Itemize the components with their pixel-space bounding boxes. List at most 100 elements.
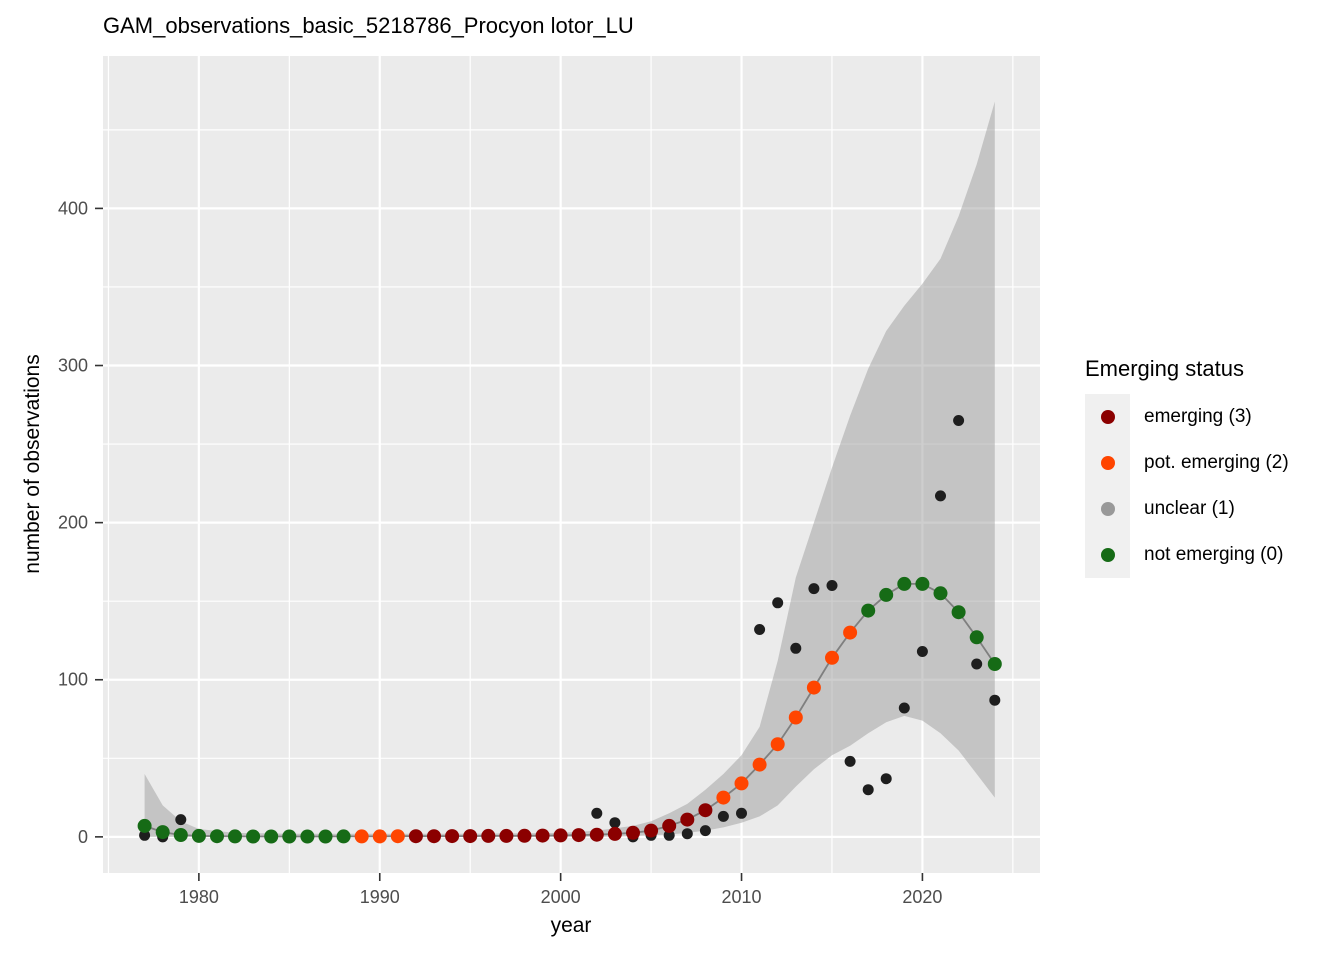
legend-item: not emerging (0) bbox=[1085, 532, 1289, 578]
gam-point bbox=[481, 828, 496, 843]
observation-point bbox=[754, 624, 766, 635]
legend-key bbox=[1085, 486, 1130, 532]
gam-point bbox=[716, 790, 731, 805]
gam-point bbox=[137, 818, 152, 833]
gam-point bbox=[644, 823, 659, 838]
confidence-ribbon bbox=[144, 101, 995, 837]
legend-key bbox=[1085, 440, 1130, 486]
x-tick-label: 2000 bbox=[541, 887, 581, 907]
gam-point bbox=[318, 829, 333, 844]
observation-point bbox=[609, 817, 621, 829]
observation-point bbox=[916, 646, 928, 657]
gam-point bbox=[662, 818, 677, 833]
legend-item: emerging (3) bbox=[1085, 394, 1289, 440]
legend-key bbox=[1085, 532, 1130, 578]
y-axis-title: number of observations bbox=[21, 354, 44, 574]
gam-point bbox=[336, 829, 351, 844]
legend-keys: emerging (3) pot. emerging (2) unclear (1)… bbox=[1085, 394, 1289, 578]
gam-point bbox=[228, 829, 242, 844]
x-tick-label: 1980 bbox=[179, 887, 219, 907]
gam-point bbox=[191, 828, 206, 843]
legend-item: unclear (1) bbox=[1085, 486, 1289, 532]
observation-point bbox=[175, 814, 187, 826]
legend-swatch-icon bbox=[1100, 548, 1115, 562]
y-tick-label: 200 bbox=[58, 513, 88, 533]
gam-point bbox=[897, 576, 912, 591]
legend-swatch-icon bbox=[1100, 410, 1115, 424]
observation-point bbox=[772, 597, 784, 609]
observation-point bbox=[699, 825, 711, 837]
observation-point bbox=[971, 658, 983, 670]
legend-item-label: not emerging (0) bbox=[1144, 544, 1284, 565]
gam-point bbox=[825, 650, 839, 665]
x-tick-label: 2010 bbox=[722, 887, 762, 907]
observation-point bbox=[880, 773, 892, 785]
gam-point bbox=[282, 829, 297, 844]
gam-point bbox=[969, 630, 984, 645]
gam-point bbox=[445, 829, 460, 844]
y-tick-label: 100 bbox=[58, 670, 88, 690]
chart-title: GAM_observations_basic_5218786_Procyon l… bbox=[103, 13, 634, 38]
gam-point bbox=[788, 710, 803, 725]
gam-point bbox=[354, 829, 369, 844]
gam-point bbox=[499, 828, 514, 843]
observation-point bbox=[826, 580, 838, 591]
gam-point bbox=[535, 828, 550, 843]
gam-point bbox=[698, 803, 713, 818]
gam-point bbox=[300, 829, 315, 844]
legend-item-label: emerging (3) bbox=[1144, 406, 1252, 427]
gam-point bbox=[246, 829, 261, 844]
gam-point bbox=[155, 825, 170, 840]
observation-point bbox=[663, 829, 675, 841]
gam-point bbox=[408, 829, 423, 844]
gam-point bbox=[553, 828, 568, 843]
legend-swatch-icon bbox=[1100, 456, 1115, 470]
observation-point bbox=[935, 490, 946, 502]
gam-point bbox=[933, 586, 948, 601]
observation-point bbox=[898, 702, 910, 714]
gam-point bbox=[770, 737, 785, 752]
observation-point bbox=[808, 583, 820, 595]
gam-point bbox=[843, 625, 858, 640]
gam-point bbox=[680, 812, 695, 827]
legend-key bbox=[1085, 394, 1130, 440]
gam-point bbox=[752, 757, 767, 772]
gam-point bbox=[626, 825, 640, 840]
observation-point bbox=[844, 755, 856, 767]
gam-point bbox=[210, 829, 224, 844]
gam-point bbox=[589, 827, 604, 842]
observation-point bbox=[736, 807, 747, 819]
gam-point bbox=[372, 829, 387, 844]
y-tick-label: 400 bbox=[58, 198, 88, 218]
gam-point bbox=[571, 828, 586, 843]
gam-point bbox=[861, 603, 876, 618]
observation-point bbox=[862, 784, 874, 796]
legend-swatch-icon bbox=[1100, 502, 1115, 516]
gam-point bbox=[264, 829, 279, 844]
legend-item: pot. emerging (2) bbox=[1085, 440, 1289, 486]
gam-point bbox=[463, 829, 478, 844]
observation-point bbox=[989, 694, 1001, 706]
gam-point bbox=[951, 605, 966, 620]
gam-point bbox=[173, 828, 188, 842]
x-axis-title: year bbox=[550, 914, 592, 937]
y-tick-label: 300 bbox=[58, 356, 88, 376]
gam-point bbox=[915, 576, 930, 591]
observation-point bbox=[139, 829, 151, 841]
legend-title: Emerging status bbox=[1085, 356, 1244, 381]
gam-point bbox=[806, 680, 821, 695]
gam-point bbox=[879, 587, 894, 602]
x-tick-label: 2020 bbox=[902, 887, 942, 907]
legend-item-label: pot. emerging (2) bbox=[1144, 452, 1289, 473]
gam-point bbox=[607, 826, 622, 841]
observation-point bbox=[953, 415, 965, 426]
observation-point bbox=[681, 828, 693, 840]
gam-point bbox=[390, 829, 405, 844]
gam-point bbox=[987, 657, 1002, 671]
x-tick-label: 1990 bbox=[360, 887, 400, 907]
observation-point bbox=[790, 642, 802, 654]
legend-item-label: unclear (1) bbox=[1144, 498, 1235, 519]
observation-point bbox=[591, 807, 603, 819]
